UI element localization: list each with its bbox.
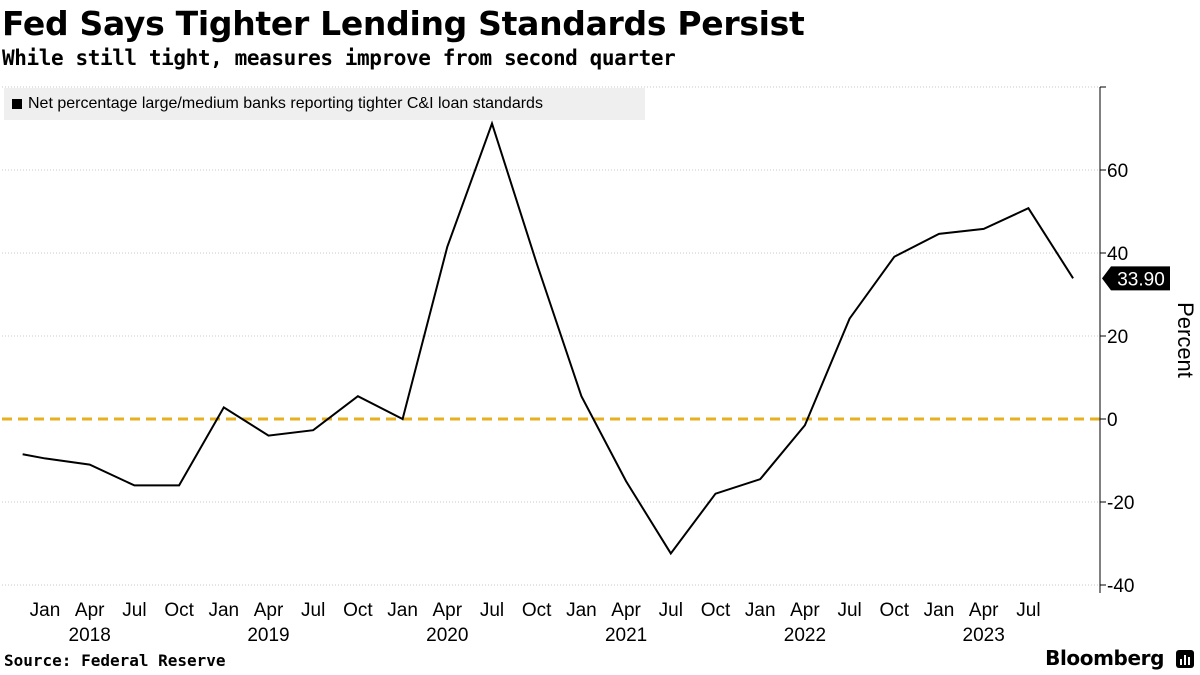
chart-subtitle: While still tight, measures improve from… <box>2 46 676 70</box>
series-layer: 33.90 <box>22 120 1170 556</box>
x-tick-label: Jan <box>30 600 61 621</box>
x-tick-label: Jul <box>122 600 146 621</box>
x-tick-label: Jul <box>301 600 325 621</box>
last-value-label: 33.90 <box>1117 269 1165 290</box>
x-year-label: 2018 <box>69 625 111 646</box>
x-tick-label: Apr <box>790 600 820 621</box>
x-tick-label: Jul <box>659 600 683 621</box>
x-tick-label: Jan <box>387 600 418 621</box>
y-tick-label: 40 <box>1107 244 1128 265</box>
x-axis: Jan Apr Jul Oct Jan Apr Jul Oct Jan Apr Jul Oct Jan A… <box>30 600 1041 646</box>
x-tick-label: Oct <box>164 600 194 621</box>
y-axis-label: Percent <box>1173 302 1198 378</box>
x-tick-label: Oct <box>880 600 910 621</box>
x-tick-label: Jan <box>745 600 776 621</box>
x-tick-label: Jul <box>1016 600 1040 621</box>
x-year-label: 2022 <box>784 625 826 646</box>
x-tick-label: Apr <box>75 600 105 621</box>
legend-swatch-icon <box>12 99 22 109</box>
brand-logo: Bloomberg <box>1045 646 1164 670</box>
chart-title: Fed Says Tighter Lending Standards Persi… <box>2 4 805 43</box>
y-axis: -40 -20 0 20 40 60 <box>1099 86 1134 597</box>
bloomberg-chart-icon <box>1176 650 1194 668</box>
x-tick-label: Apr <box>969 600 999 621</box>
legend-label: Net percentage large/medium banks report… <box>28 95 543 112</box>
x-year-label: 2023 <box>963 625 1005 646</box>
source-note: Source: Federal Reserve <box>4 651 226 670</box>
x-tick-label: Oct <box>343 600 373 621</box>
x-tick-label: Oct <box>522 600 552 621</box>
series-line <box>22 120 1074 556</box>
x-tick-label: Jul <box>480 600 504 621</box>
y-tick-label: 0 <box>1107 410 1118 431</box>
last-value-badge <box>1102 266 1170 291</box>
legend: Net percentage large/medium banks report… <box>4 88 645 120</box>
x-year-label: 2020 <box>426 625 468 646</box>
x-tick-label: Apr <box>611 600 641 621</box>
x-tick-label: Apr <box>433 600 463 621</box>
gridlines <box>2 86 1100 586</box>
x-tick-label: Oct <box>701 600 731 621</box>
y-tick-label: -20 <box>1107 493 1134 514</box>
x-tick-label: Jul <box>837 600 861 621</box>
x-year-label: 2021 <box>605 625 647 646</box>
y-tick-label: 60 <box>1107 161 1128 182</box>
y-tick-label: -40 <box>1107 576 1134 597</box>
x-tick-label: Jan <box>566 600 597 621</box>
x-tick-label: Jan <box>924 600 955 621</box>
y-tick-label: 20 <box>1107 327 1128 348</box>
x-tick-label: Jan <box>208 600 239 621</box>
x-year-label: 2019 <box>247 625 289 646</box>
x-tick-label: Apr <box>254 600 284 621</box>
